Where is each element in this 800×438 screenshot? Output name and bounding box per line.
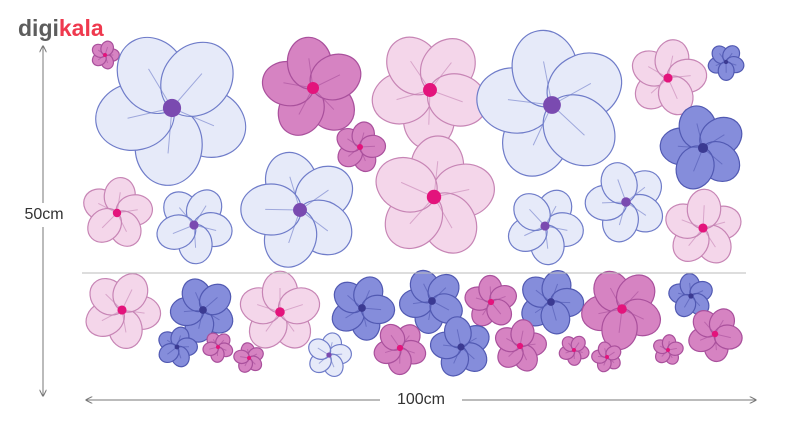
flower-center [711,330,719,338]
flower-center [540,221,550,231]
flower-center [423,83,437,97]
flower [584,162,664,243]
flower-center [516,342,524,350]
logo-part: kala [59,15,104,41]
label-bg [380,388,462,412]
flower [494,319,547,372]
flower [398,269,463,334]
flower-center [396,344,404,352]
flower-center [666,348,670,352]
flower-center [357,144,363,150]
flower-center [697,142,709,154]
flower-center [663,73,673,83]
flower-center [605,355,609,359]
flower-center [162,98,182,118]
flower [85,273,162,349]
flower [581,270,661,351]
flower-center [621,197,631,207]
flower-center [547,298,555,306]
flower-center [487,298,495,306]
flower-center [326,352,332,358]
flower-center [698,223,708,233]
flower [308,332,353,378]
flower [371,36,488,150]
flower-center [103,53,107,57]
flowers [83,29,745,378]
flower-center [112,208,122,218]
flower [240,151,354,268]
flower [91,40,120,70]
flower-center [117,305,127,315]
flower [202,332,234,363]
flower [476,29,623,177]
flower-center [723,59,729,65]
flower [336,121,387,173]
flower-center [216,345,220,349]
logo-part: digi [18,15,59,41]
flower-center [617,304,627,314]
flower-center [426,189,442,205]
flower [688,308,743,363]
flower-center [247,356,251,360]
flower [665,188,742,264]
flower [464,274,518,327]
flower [375,135,495,254]
flower [95,36,247,186]
flower-center [428,297,436,305]
flower [331,276,396,341]
flower [158,326,198,368]
flower-center [572,348,576,352]
flower [707,45,745,81]
height-label: 50cm [24,206,63,223]
flower [261,36,362,136]
flower [668,273,713,318]
flower [659,105,743,190]
flower-center [307,82,319,94]
flower [169,278,234,343]
flower [373,323,427,376]
flower [591,341,622,373]
flower [558,335,590,366]
flower [521,270,585,335]
flower-center [358,304,366,312]
flower-center [174,344,180,350]
flower [429,316,490,377]
flower [156,189,233,265]
flower [507,189,584,266]
flower-center [189,220,199,230]
flower-center [543,96,561,114]
flower-center [293,203,307,217]
flower [631,39,708,116]
flower-center [275,307,285,317]
label-bg [18,203,70,227]
logo: digikala [18,15,104,41]
flower [83,176,154,247]
flower-center [457,343,465,351]
flower-center [688,293,694,299]
flower [653,334,684,365]
flower-center [199,306,207,314]
width-label: 100cm [397,391,445,408]
flower [239,270,321,349]
flower [233,342,264,373]
